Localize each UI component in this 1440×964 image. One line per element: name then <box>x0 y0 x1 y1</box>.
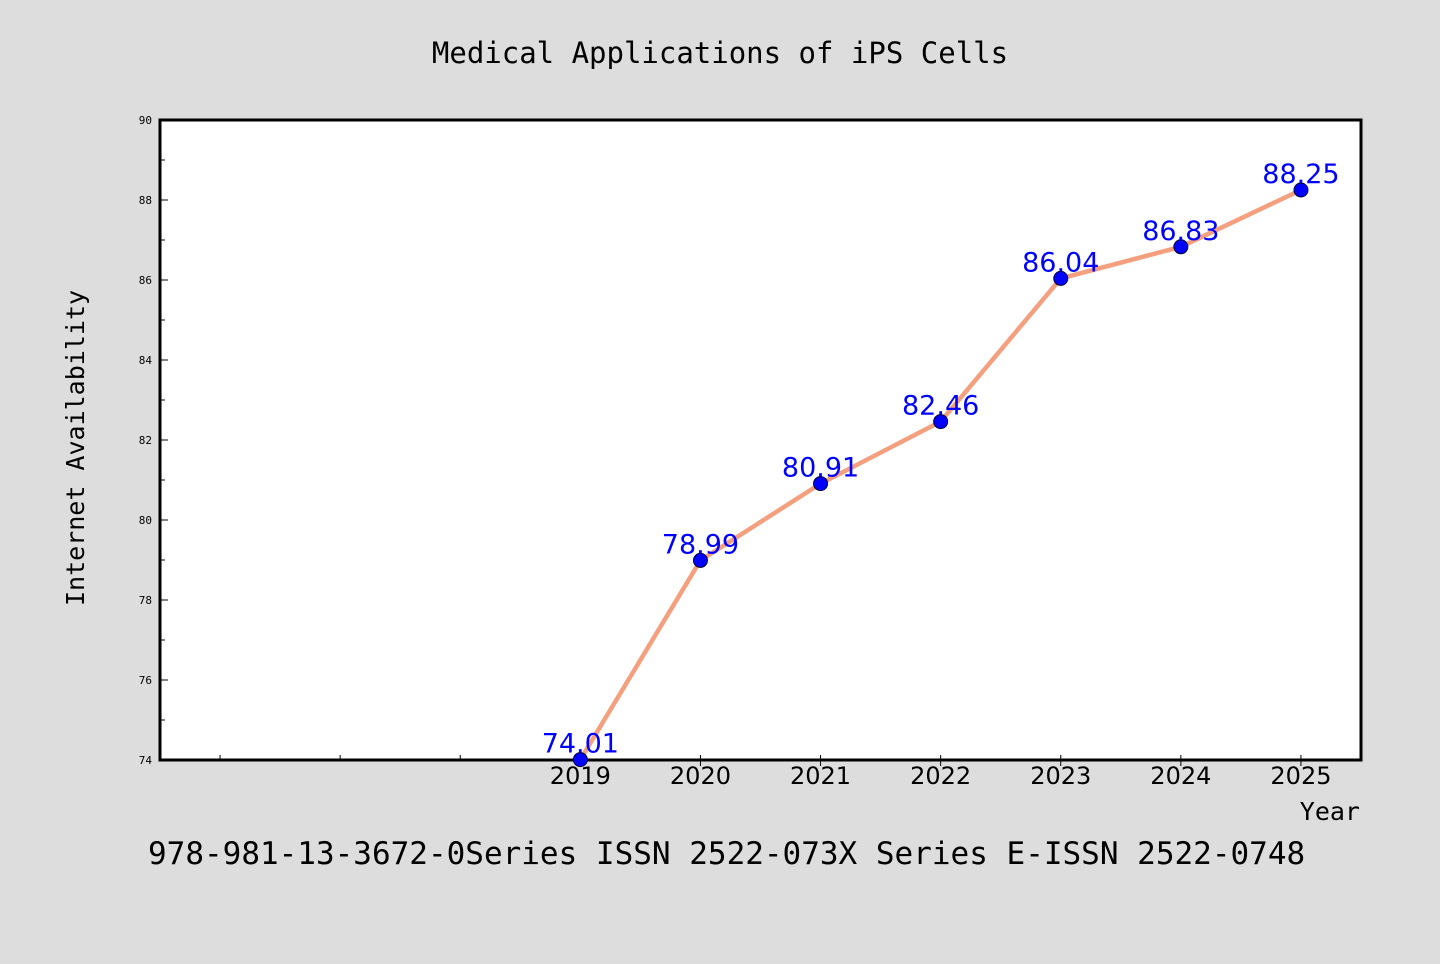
y-tick-label: 78 <box>139 594 152 607</box>
y-tick-label: 76 <box>139 674 152 687</box>
data-label: 86.04 <box>1022 247 1099 278</box>
data-label: 86.83 <box>1142 216 1219 247</box>
data-point <box>1173 239 1189 255</box>
data-label: 82.46 <box>902 391 979 422</box>
x-tick-label: 2023 <box>1030 762 1091 790</box>
data-label: 80.91 <box>782 453 859 484</box>
chart-title: Medical Applications of iPS Cells <box>432 36 1008 70</box>
y-tick-labels: 74 76 78 80 82 84 86 88 90 <box>139 114 153 767</box>
data-label: 74.01 <box>542 729 619 760</box>
plot-area <box>158 118 1363 762</box>
y-axis-title: Internet Availability <box>61 290 90 606</box>
y-tick-label: 80 <box>139 514 152 527</box>
axis-ticks <box>160 119 1302 766</box>
x-tick-label: 2022 <box>910 762 971 790</box>
data-point <box>572 752 588 768</box>
y-tick-label: 88 <box>139 194 152 207</box>
x-tick-label: 2021 <box>790 762 851 790</box>
data-labels: 74.01 78.99 80.91 82.46 86.04 86.83 88.25 <box>542 159 1340 760</box>
y-tick-label: 82 <box>139 434 152 447</box>
x-tick-labels: 2019 2020 2021 2022 2023 2024 2025 <box>550 762 1332 790</box>
x-axis-title: Year <box>1300 797 1360 826</box>
y-tick-label: 90 <box>139 114 152 127</box>
data-point <box>1053 270 1069 286</box>
y-tick-label: 74 <box>139 754 153 767</box>
x-tick-label: 2024 <box>1150 762 1211 790</box>
data-label: 88.25 <box>1262 159 1339 190</box>
series-layer <box>572 182 1309 768</box>
data-point <box>813 476 829 492</box>
data-point <box>1293 182 1309 198</box>
y-tick-label: 86 <box>139 274 152 287</box>
data-point <box>933 414 949 430</box>
y-tick-label: 84 <box>139 354 153 367</box>
data-label: 78.99 <box>662 529 739 560</box>
footer-isbn-issn: 978-981-13-3672-0Series ISSN 2522-073X S… <box>148 836 1305 872</box>
x-tick-label: 2020 <box>670 762 731 790</box>
data-point <box>692 552 708 568</box>
x-tick-label: 2025 <box>1270 762 1331 790</box>
